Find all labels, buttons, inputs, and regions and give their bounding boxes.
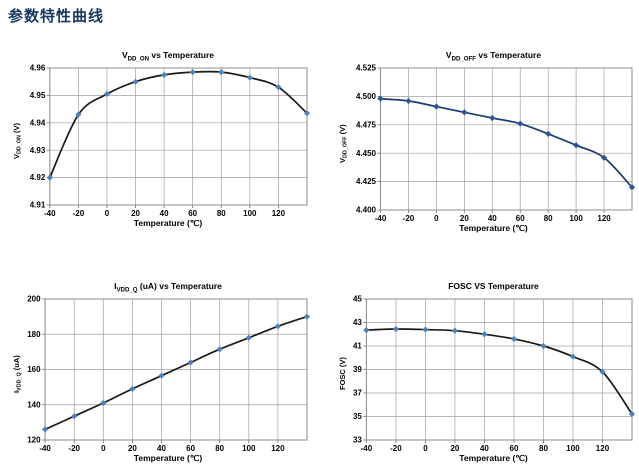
chart-title: VDD_ON vs Temperature (24, 50, 312, 64)
svg-text:4.96: 4.96 (30, 64, 46, 73)
y-axis-label: VDD_OFF (V) (337, 124, 349, 163)
svg-text:20: 20 (131, 209, 140, 218)
svg-text:80: 80 (217, 209, 226, 218)
svg-text:43: 43 (353, 318, 362, 327)
chart-title-rest: vs Temperature (149, 50, 215, 60)
svg-text:120: 120 (27, 436, 41, 445)
svg-text:4.475: 4.475 (356, 120, 377, 129)
svg-text:60: 60 (188, 209, 197, 218)
svg-text:-20: -20 (390, 444, 402, 453)
svg-text:-40: -40 (361, 444, 373, 453)
svg-text:-20: -20 (68, 444, 80, 453)
svg-text:4.91: 4.91 (30, 201, 46, 210)
svg-text:4.450: 4.450 (356, 149, 377, 158)
chart-title-sub: VDD_Q (116, 286, 138, 294)
svg-text:40: 40 (488, 214, 497, 223)
svg-text:4.525: 4.525 (356, 64, 377, 73)
svg-text:4.425: 4.425 (356, 177, 377, 186)
chart-vdd-off: VDD_OFF vs Temperature VDD_OFF (V) -40 -2… (336, 50, 637, 237)
x-axis-label: Temperature (℃) (133, 453, 203, 463)
chart-title-sub: DD_OFF (451, 55, 477, 63)
svg-text:80: 80 (539, 444, 548, 453)
chart-title-sub: DD_ON (127, 55, 149, 63)
svg-text:4.400: 4.400 (356, 206, 377, 215)
svg-text:4.500: 4.500 (356, 92, 377, 101)
svg-text:0: 0 (105, 209, 110, 218)
svg-text:4.94: 4.94 (30, 118, 46, 127)
chart-vdd-on: VDD_ON vs Temperature VDD_ON (V) -40 -20 0… (10, 50, 312, 232)
svg-text:45: 45 (353, 295, 362, 304)
chart-title: VDD_OFF vs Temperature (350, 50, 637, 64)
svg-text:4.93: 4.93 (30, 146, 46, 155)
svg-text:80: 80 (544, 214, 553, 223)
svg-text:-20: -20 (403, 214, 415, 223)
chart-ivdd-q: IVDD_Q (uA) vs Temperature IVDD_Q (uA) -… (10, 281, 312, 467)
chart-title: FOSC VS Temperature (350, 281, 637, 295)
svg-text:4.92: 4.92 (30, 173, 46, 182)
svg-text:120: 120 (597, 214, 611, 223)
svg-text:20: 20 (460, 214, 469, 223)
svg-text:39: 39 (353, 365, 362, 374)
svg-text:41: 41 (353, 342, 362, 351)
svg-text:-20: -20 (73, 209, 85, 218)
chart-fosc: FOSC VS Temperature FOSC (V) -40 -20 0 20 40… (336, 281, 637, 467)
svg-text:120: 120 (271, 444, 285, 453)
x-axis-label: Temperature (℃) (133, 218, 203, 228)
y-axis-label: VDD_ON (V) (11, 123, 23, 159)
svg-text:0: 0 (101, 444, 106, 453)
y-axis-label: FOSC (V) (337, 357, 347, 391)
svg-text:37: 37 (353, 389, 362, 398)
svg-text:100: 100 (242, 444, 256, 453)
svg-text:40: 40 (480, 444, 489, 453)
chart-title-main: V (445, 50, 452, 60)
svg-text:60: 60 (510, 444, 519, 453)
svg-text:-40: -40 (39, 444, 51, 453)
svg-text:100: 100 (243, 209, 257, 218)
svg-text:-40: -40 (375, 214, 387, 223)
chart-title-rest: (uA) vs Temperature (137, 281, 222, 291)
chart-title-main: V (121, 50, 128, 60)
svg-text:120: 120 (596, 444, 610, 453)
svg-text:80: 80 (215, 444, 224, 453)
plot-area: -40 -20 0 20 40 60 80 100 120 4.91 4.92 4.93 4.94 4.9… (30, 64, 311, 218)
plot-area: -40 -20 0 20 40 60 80 100 120 4.400 4.425 4.450 4.47… (356, 64, 636, 223)
svg-text:40: 40 (160, 209, 169, 218)
svg-text:20: 20 (450, 444, 459, 453)
x-axis-label: Temperature (℃) (459, 453, 528, 463)
svg-text:160: 160 (27, 365, 41, 374)
svg-text:180: 180 (27, 330, 41, 339)
svg-text:20: 20 (128, 444, 137, 453)
chart-title: IVDD_Q (uA) vs Temperature (24, 281, 312, 295)
svg-text:33: 33 (353, 436, 362, 445)
svg-text:60: 60 (516, 214, 525, 223)
plot-area: -40 -20 0 20 40 60 80 100 120 33 35 37 39 41 43 45 (353, 295, 636, 453)
svg-text:4.95: 4.95 (30, 91, 46, 100)
chart-title-rest: vs Temperature (476, 50, 542, 60)
chart-title-main: I (114, 281, 117, 291)
svg-text:140: 140 (27, 400, 41, 409)
svg-text:100: 100 (566, 444, 580, 453)
svg-text:60: 60 (186, 444, 195, 453)
svg-text:35: 35 (353, 412, 362, 421)
page-title: 参数特性曲线 (8, 8, 105, 25)
x-axis-label: Temperature (℃) (459, 223, 528, 233)
svg-text:40: 40 (157, 444, 166, 453)
svg-text:-40: -40 (44, 209, 56, 218)
svg-text:200: 200 (27, 295, 41, 304)
svg-text:120: 120 (272, 209, 286, 218)
svg-text:0: 0 (434, 214, 439, 223)
chart-title-main: FOSC VS Temperature (448, 281, 539, 291)
y-axis-label: IVDD_Q (uA) (11, 355, 23, 393)
svg-text:0: 0 (423, 444, 428, 453)
plot-area: -40 -20 0 20 40 60 80 100 120 120 140 160 180 200 (27, 295, 311, 453)
svg-text:100: 100 (569, 214, 583, 223)
